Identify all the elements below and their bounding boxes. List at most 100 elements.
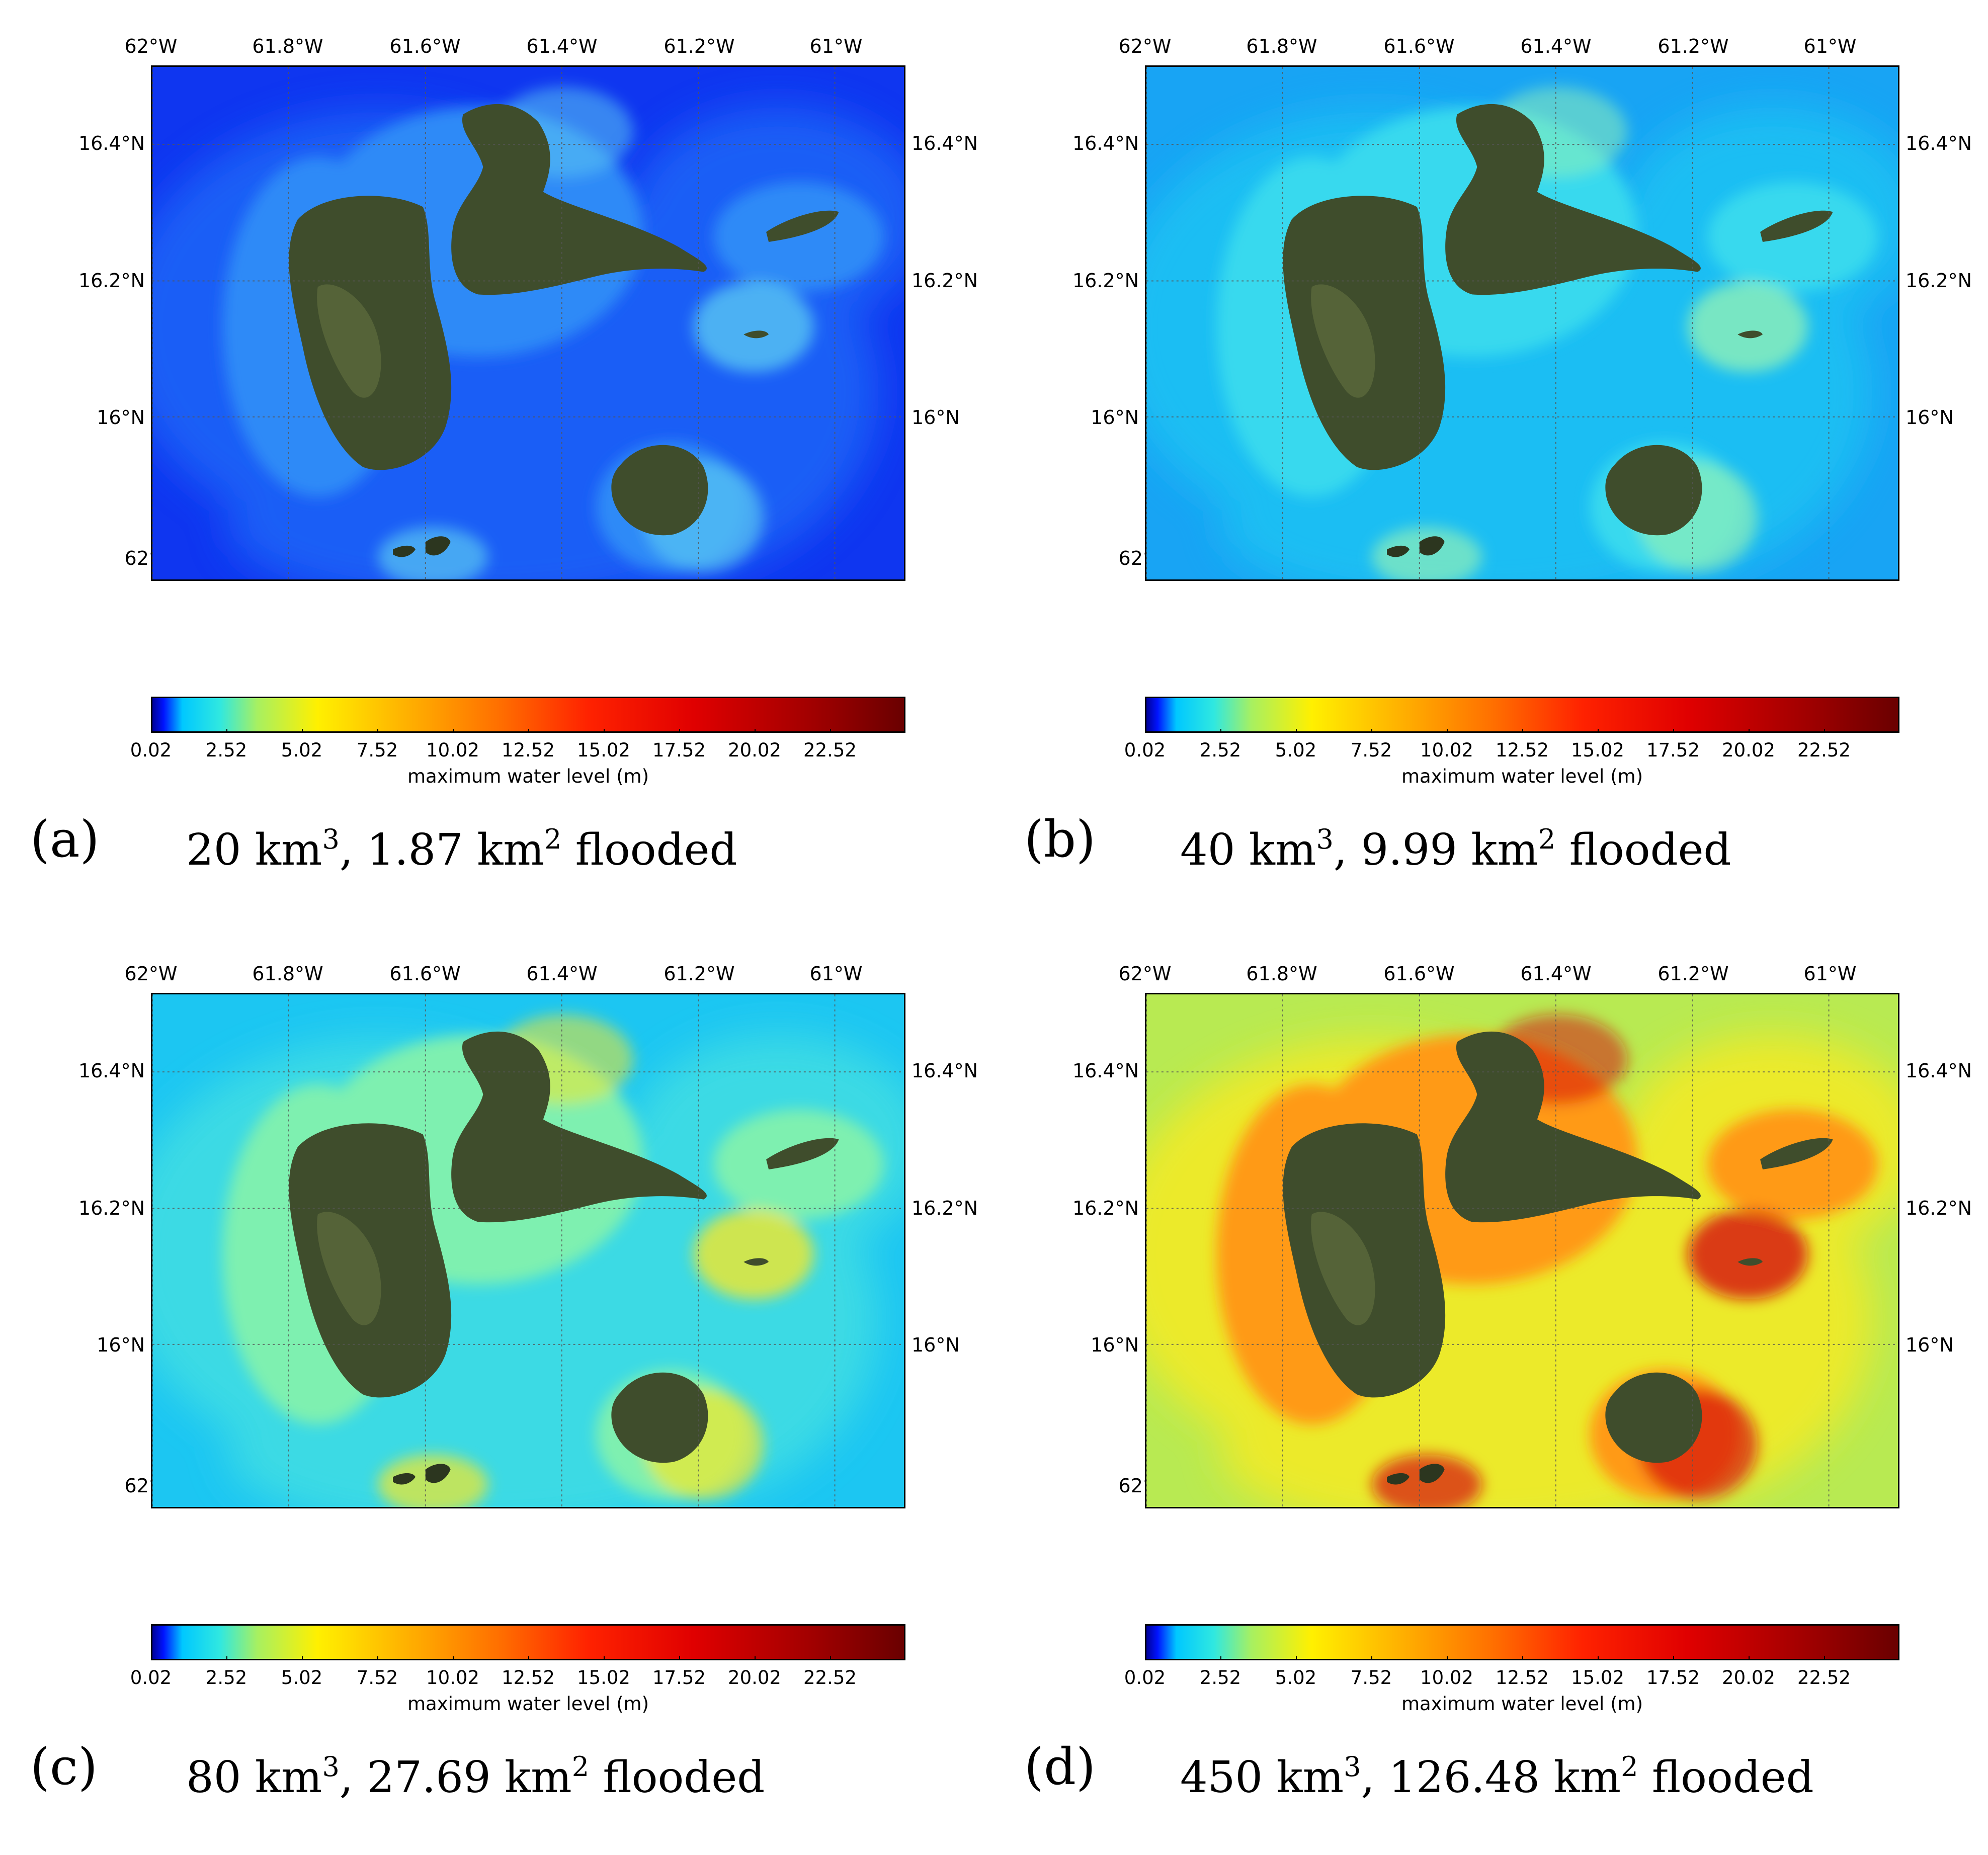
lat-tick-label-right: 16.2°N: [912, 270, 978, 292]
colorbar-tick-mark: [1220, 729, 1221, 733]
colorbar-tick-mark: [453, 1656, 454, 1660]
colorbar-label: maximum water level (m): [1401, 1693, 1643, 1715]
panel-letter: (c): [30, 1737, 98, 1796]
map-panel: 62°W62°W61.8°W61.8°W61.6°W61.6°W61.4°W61…: [0, 927, 994, 1855]
caption-area-exponent: 2: [544, 823, 562, 855]
panel-caption: 450 km3, 126.48 km2 flooded: [1180, 1752, 1814, 1803]
colorbar-tick-label: 17.52: [1646, 1667, 1700, 1689]
colorbar-tick-label: 20.02: [728, 739, 781, 761]
lat-tick-label-right: 16.2°N: [1906, 1197, 1972, 1219]
colorbar-tick-mark: [1598, 729, 1599, 733]
colorbar-tick-label: 20.02: [1722, 1667, 1775, 1689]
colorbar-tick-label: 10.02: [1420, 1667, 1473, 1689]
lat-tick-label-left: 16.2°N: [78, 270, 145, 292]
flood-map-graphic: [152, 67, 904, 579]
colorbar: [151, 1624, 905, 1660]
lat-tick-label-left: 16.2°N: [78, 1197, 145, 1219]
colorbar-tick-label: 0.02: [130, 739, 172, 761]
lon-tick-label-top: 61.8°W: [252, 963, 323, 985]
caption-area-exponent: 2: [1621, 1751, 1638, 1783]
lon-tick-label-top: 61.6°W: [1383, 35, 1455, 57]
lat-tick-label-right: 16°N: [1906, 1334, 1954, 1356]
colorbar-tick-mark: [1145, 1656, 1146, 1660]
lon-tick-label-top: 61.6°W: [389, 963, 461, 985]
lat-tick-label-left: 16.2°N: [1072, 1197, 1139, 1219]
caption-area: 1.87 km: [367, 825, 544, 875]
colorbar-tick-label: 2.52: [205, 1667, 247, 1689]
panel-caption: 80 km3, 27.69 km2 flooded: [186, 1752, 765, 1803]
colorbar-tick-label: 12.52: [1496, 739, 1549, 761]
colorbar-tick-label: 22.52: [803, 739, 857, 761]
colorbar-tick-label: 12.52: [1496, 1667, 1549, 1689]
lon-tick-label-top: 61°W: [809, 35, 863, 57]
caption-area-exponent: 2: [571, 1751, 590, 1783]
colorbar-tick-label: 12.52: [502, 1667, 555, 1689]
colorbar-tick-mark: [1371, 729, 1372, 733]
colorbar-tick-label: 22.52: [803, 1667, 857, 1689]
colorbar-tick-label: 17.52: [652, 1667, 706, 1689]
colorbar-tick-label: 0.02: [1124, 1667, 1166, 1689]
lon-tick-label-top: 61.4°W: [1520, 35, 1592, 57]
colorbar-tick-label: 7.52: [1350, 739, 1392, 761]
colorbar-tick-label: 15.02: [577, 739, 630, 761]
colorbar: [151, 697, 905, 733]
colorbar-tick-label: 10.02: [1420, 739, 1473, 761]
colorbar-tick-mark: [1749, 729, 1750, 733]
lat-tick-label-right: 16.4°N: [912, 132, 978, 154]
colorbar-tick-mark: [1371, 1656, 1372, 1660]
colorbar-tick-mark: [151, 729, 152, 733]
caption-volume-exponent: 3: [1316, 823, 1334, 855]
colorbar-tick-mark: [1220, 1656, 1221, 1660]
colorbar-tick-mark: [1145, 729, 1146, 733]
colorbar-tick-label: 17.52: [1646, 739, 1700, 761]
lon-tick-label-top: 61.2°W: [1658, 963, 1729, 985]
colorbar-tick-label: 22.52: [1797, 1667, 1851, 1689]
colorbar-tick-mark: [679, 1656, 680, 1660]
caption-suffix: flooded: [589, 1752, 765, 1803]
colorbar: [1145, 697, 1899, 733]
colorbar-tick-mark: [1522, 729, 1523, 733]
lat-tick-label-left: 16.4°N: [78, 132, 145, 154]
colorbar-tick-label: 5.02: [281, 1667, 323, 1689]
colorbar-tick-label: 10.02: [426, 739, 479, 761]
caption-volume: 450 km: [1180, 1752, 1344, 1803]
colorbar-tick-label: 20.02: [1722, 739, 1775, 761]
colorbar-label: maximum water level (m): [1401, 766, 1643, 787]
flood-map-graphic: [1146, 994, 1898, 1507]
caption-area: 9.99 km: [1361, 825, 1538, 875]
colorbar-tick-mark: [1296, 729, 1297, 733]
caption-suffix: flooded: [561, 825, 737, 875]
caption-separator: ,: [339, 825, 367, 875]
colorbar-tick-mark: [1522, 1656, 1523, 1660]
flood-map: [151, 993, 905, 1508]
colorbar-tick-mark: [1598, 1656, 1599, 1660]
colorbar-tick-label: 5.02: [281, 739, 323, 761]
lat-tick-label-left: 16°N: [97, 1334, 145, 1356]
colorbar-tick-mark: [679, 729, 680, 733]
lat-tick-label-left: 16°N: [1091, 1334, 1139, 1356]
colorbar-tick-mark: [302, 1656, 303, 1660]
lat-tick-label-right: 16°N: [912, 406, 960, 429]
colorbar-tick-mark: [1824, 729, 1825, 733]
lat-tick-label-right: 16.2°N: [1906, 270, 1972, 292]
colorbar-tick-label: 20.02: [728, 1667, 781, 1689]
caption-separator: ,: [1333, 825, 1361, 875]
caption-volume-exponent: 3: [322, 1751, 340, 1783]
lat-tick-label-left: 16.4°N: [1072, 1060, 1139, 1082]
colorbar-tick-label: 17.52: [652, 739, 706, 761]
lon-tick-label-top: 61.2°W: [1658, 35, 1729, 57]
lat-tick-label-right: 16.4°N: [1906, 1060, 1972, 1082]
colorbar-tick-mark: [1673, 1656, 1674, 1660]
lon-tick-label-top: 61.2°W: [664, 35, 735, 57]
colorbar-tick-mark: [604, 729, 605, 733]
map-panel: 62°W62°W61.8°W61.8°W61.6°W61.6°W61.4°W61…: [0, 0, 994, 927]
colorbar-tick-mark: [1673, 729, 1674, 733]
colorbar-tick-label: 0.02: [130, 1667, 172, 1689]
lon-tick-label-top: 61.8°W: [1246, 963, 1317, 985]
lat-tick-label-left: 16°N: [1091, 406, 1139, 429]
flood-map-graphic: [1146, 67, 1898, 579]
colorbar-tick-label: 2.52: [205, 739, 247, 761]
caption-volume: 20 km: [186, 825, 322, 875]
colorbar-tick-label: 22.52: [1797, 739, 1851, 761]
lon-tick-label-top: 61°W: [1803, 35, 1857, 57]
